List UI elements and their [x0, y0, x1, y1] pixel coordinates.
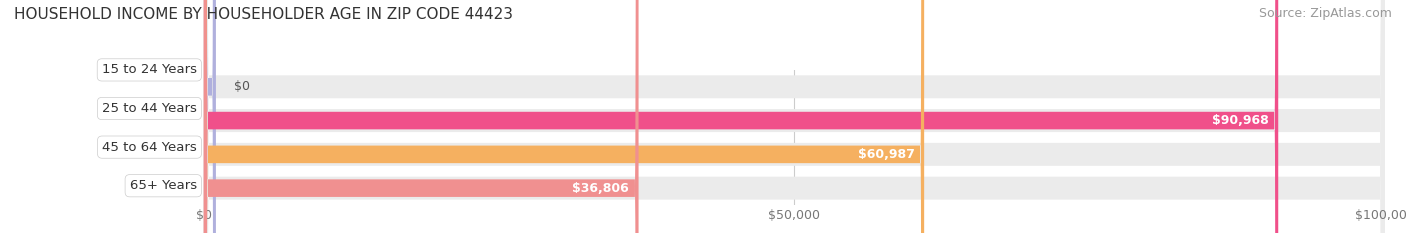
Text: Source: ZipAtlas.com: Source: ZipAtlas.com [1258, 7, 1392, 20]
Text: 25 to 44 Years: 25 to 44 Years [103, 102, 197, 115]
FancyBboxPatch shape [204, 0, 1278, 233]
Text: HOUSEHOLD INCOME BY HOUSEHOLDER AGE IN ZIP CODE 44423: HOUSEHOLD INCOME BY HOUSEHOLDER AGE IN Z… [14, 7, 513, 22]
FancyBboxPatch shape [204, 0, 924, 233]
FancyBboxPatch shape [204, 0, 1385, 233]
FancyBboxPatch shape [204, 0, 1385, 233]
Text: 65+ Years: 65+ Years [129, 179, 197, 192]
Text: $90,968: $90,968 [1212, 114, 1268, 127]
Text: 45 to 64 Years: 45 to 64 Years [103, 141, 197, 154]
Text: 15 to 24 Years: 15 to 24 Years [101, 63, 197, 76]
FancyBboxPatch shape [204, 0, 217, 233]
FancyBboxPatch shape [204, 0, 638, 233]
Text: $0: $0 [233, 80, 250, 93]
Text: $36,806: $36,806 [572, 182, 628, 195]
FancyBboxPatch shape [204, 0, 1385, 233]
FancyBboxPatch shape [204, 0, 1385, 233]
Text: $60,987: $60,987 [858, 148, 915, 161]
